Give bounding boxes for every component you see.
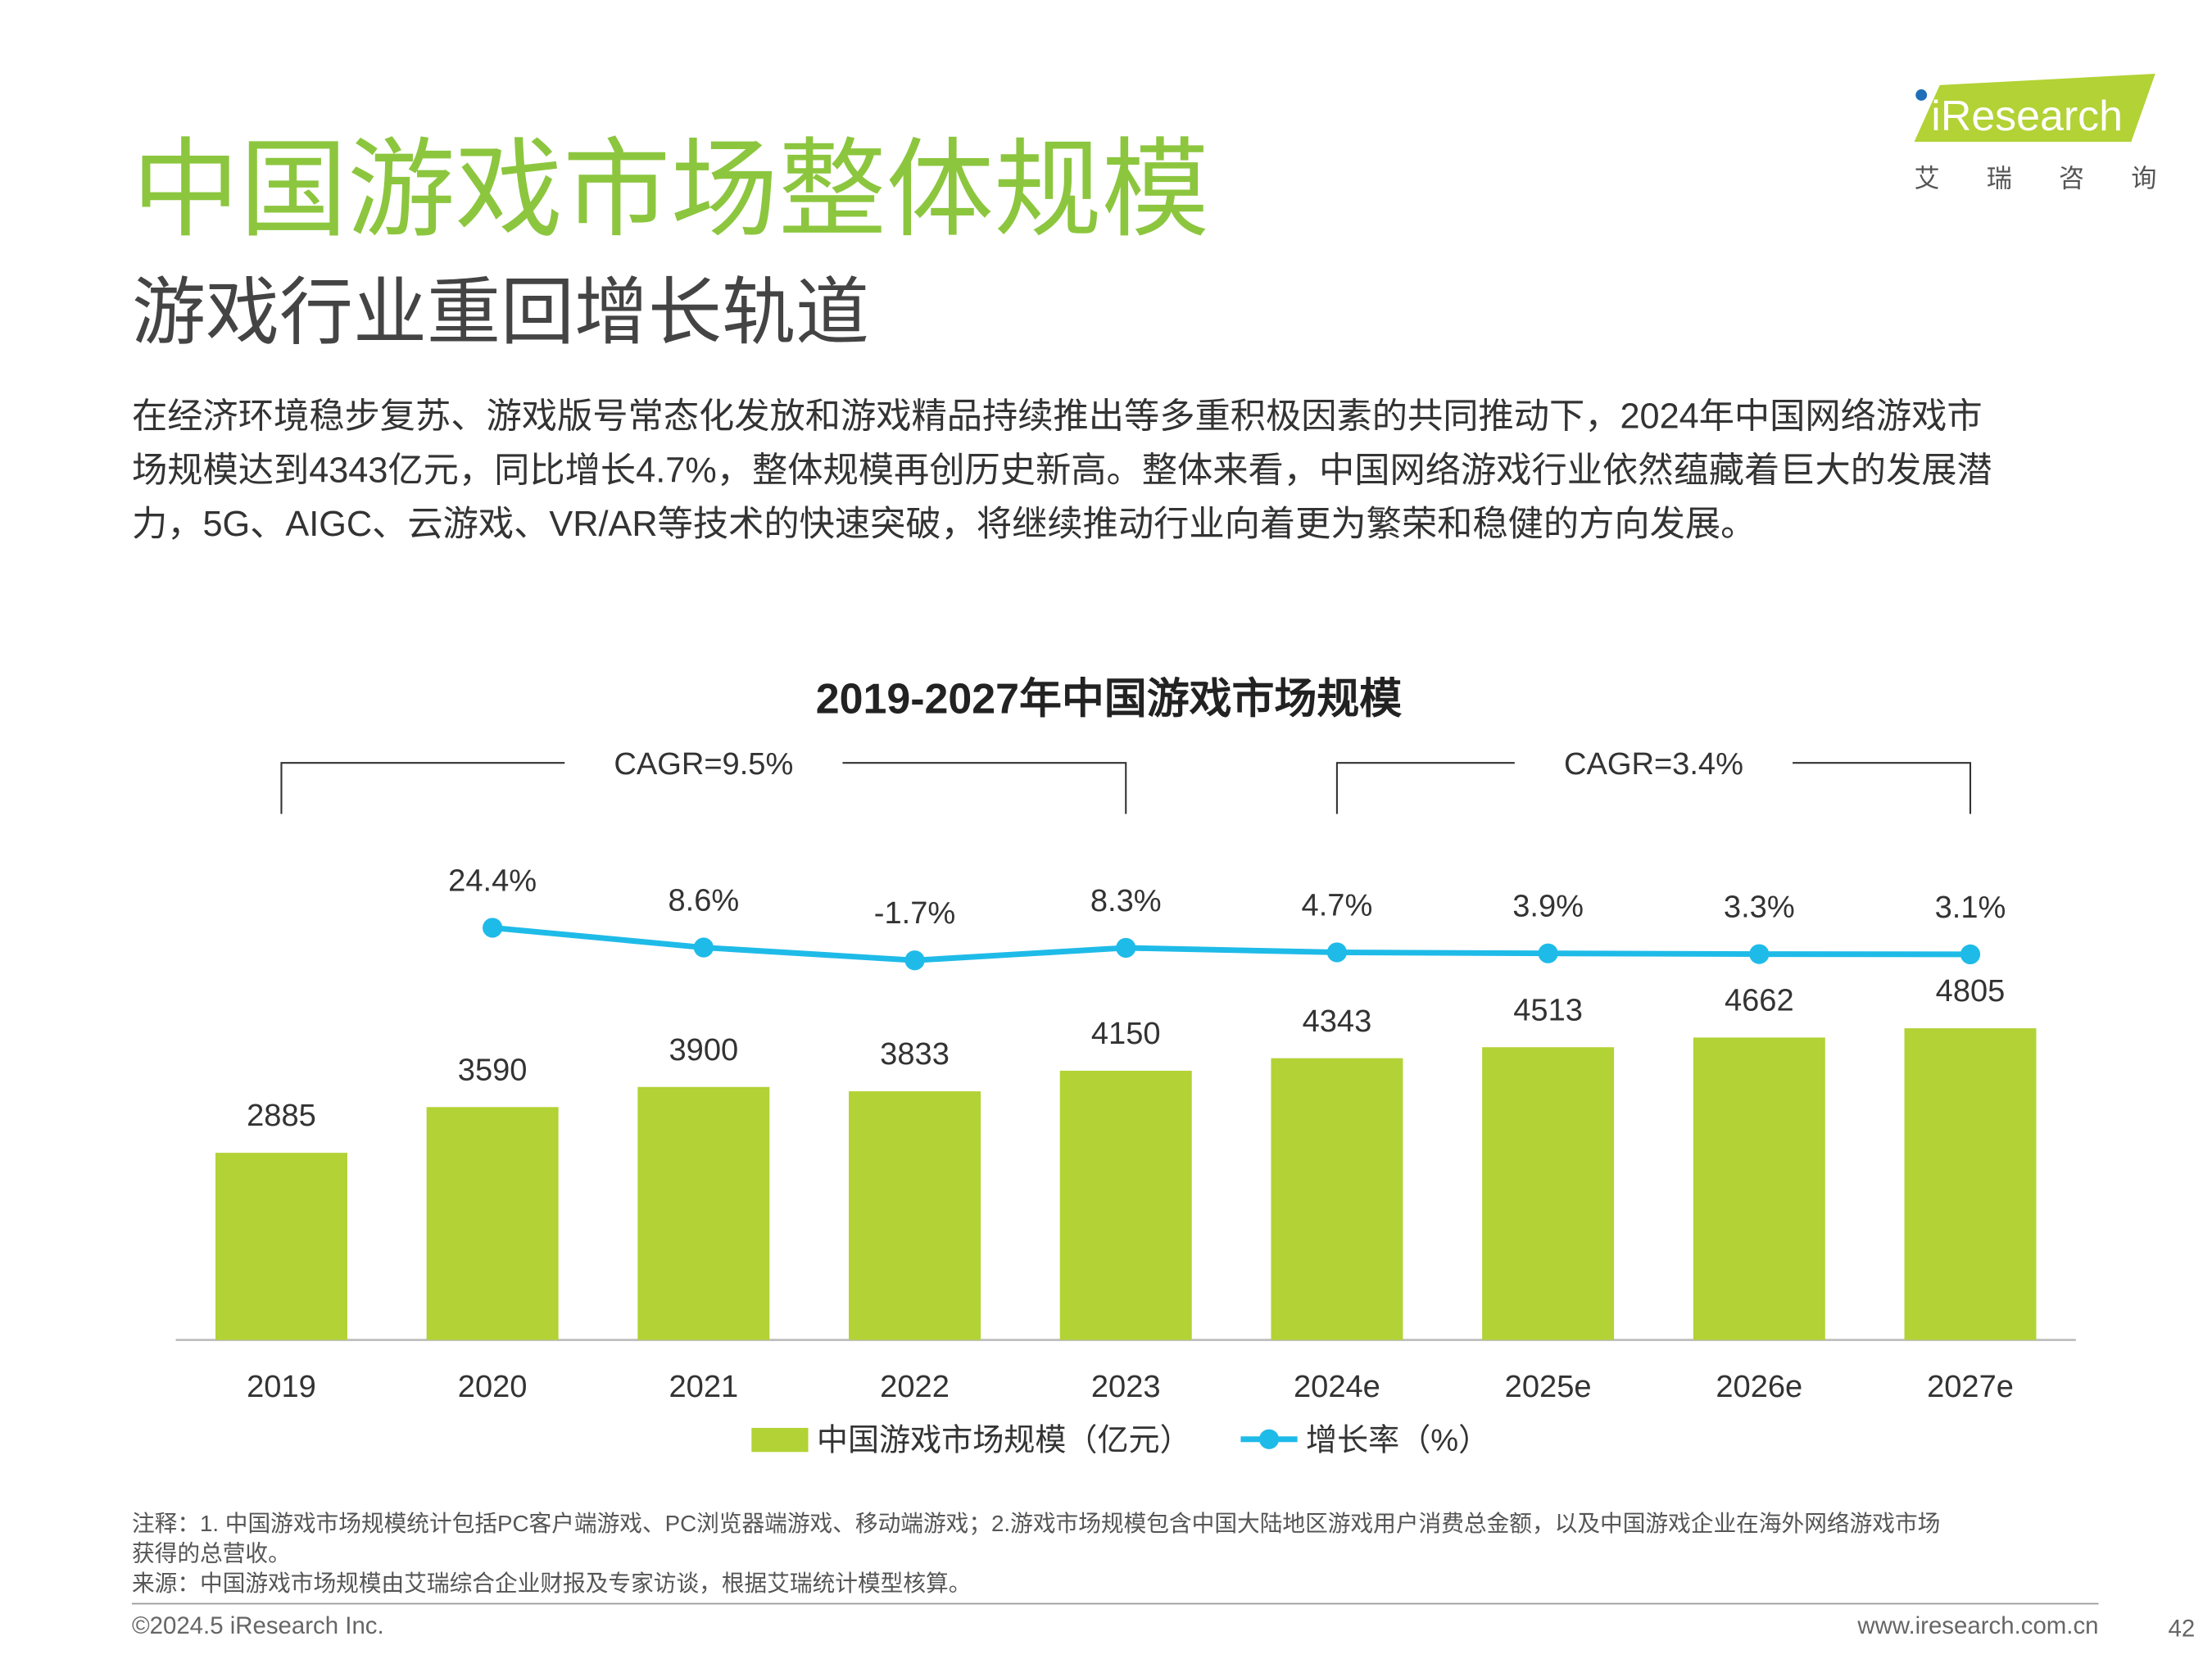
cagr-label: CAGR=9.5% — [614, 747, 793, 782]
cagr-bracket — [280, 762, 1127, 814]
bar-value-label: 3900 — [669, 1033, 739, 1067]
line-point — [1326, 942, 1348, 963]
bar — [1693, 1037, 1825, 1340]
bar-value-label: 3833 — [880, 1037, 950, 1072]
line-point — [483, 918, 503, 938]
line-value-label: 24.4% — [448, 863, 537, 898]
line-point — [1749, 944, 1770, 964]
line-value-label: 3.3% — [1724, 891, 1795, 925]
x-tick-label: 2021 — [669, 1370, 739, 1404]
x-tick-label: 2026e — [1716, 1370, 1802, 1404]
bar — [215, 1153, 347, 1340]
bar — [1059, 1070, 1192, 1340]
website: www.iresearch.com.cn — [1856, 1612, 2098, 1639]
title: 中国游戏市场整体规模 — [132, 129, 1209, 250]
bar — [1904, 1028, 2037, 1340]
line-value-label: 4.7% — [1302, 888, 1373, 922]
cagr-bracket — [1335, 762, 1972, 814]
line-value-label: -1.7% — [874, 896, 955, 931]
bar-value-label: 3590 — [458, 1053, 528, 1087]
bar-value-label: 4805 — [1936, 974, 2006, 1009]
legend-swatch — [751, 1427, 809, 1453]
bar-value-label: 4662 — [1725, 984, 1794, 1018]
logo-dot — [1915, 89, 1928, 101]
bar — [1271, 1058, 1403, 1340]
bar — [637, 1086, 770, 1340]
note-line: 注释：1. 中国游戏市场规模统计包括PC客户端游戏、PC浏览器端游戏、移动端游戏… — [132, 1511, 1940, 1536]
logo-name: iResearch — [1931, 93, 2123, 140]
line-point — [1960, 944, 1981, 965]
line-point — [693, 937, 714, 958]
bar — [1482, 1047, 1615, 1340]
x-tick-label: 2023 — [1091, 1370, 1161, 1404]
x-tick-label: 2024e — [1294, 1370, 1380, 1404]
logo-badge — [1914, 74, 2155, 143]
legend-swatch-dot — [1258, 1429, 1280, 1449]
x-tick-label: 2027e — [1927, 1370, 2014, 1404]
x-tick-label: 2025e — [1505, 1370, 1592, 1404]
bar-value-label: 4513 — [1513, 993, 1583, 1027]
legend-label: 增长率（%） — [1306, 1424, 1489, 1458]
paragraph-line: 场规模达到4343亿元，同比增长4.7%，整体规模再创历史新高。整体来看，中国网… — [132, 451, 1992, 490]
line — [492, 925, 1971, 963]
bar — [426, 1107, 559, 1340]
paragraph-line: 在经济环境稳步复苏、游戏版号常态化发放和游戏精品持续推出等多重积极因素的共同推动… — [132, 397, 1983, 437]
bar — [849, 1091, 981, 1340]
note-line: 来源：中国游戏市场规模由艾瑞综合企业财报及专家访谈，根据艾瑞统计模型核算。 — [132, 1571, 971, 1596]
x-tick-label: 2019 — [247, 1370, 316, 1404]
page-number: 42 — [2169, 1615, 2196, 1642]
line-value-label: 3.1% — [1935, 891, 2006, 925]
x-tick-label: 2022 — [880, 1370, 950, 1404]
logo-tagline: 艾瑞咨询 — [1915, 164, 2204, 193]
line-point — [904, 950, 925, 971]
copyright: ©2024.5 iResearch Inc. — [132, 1612, 384, 1639]
note-line: 获得的总营收。 — [132, 1541, 291, 1566]
paragraph-line: 力，5G、AIGC、云游戏、VR/AR等技术的快速突破，将继续推动行业向着更为繁… — [132, 505, 1756, 544]
x-tick-label: 2020 — [458, 1370, 528, 1404]
chart-title: 2019-2027年中国游戏市场规模 — [816, 676, 1402, 723]
legend-label: 中国游戏市场规模（亿元） — [817, 1424, 1191, 1458]
bar-value-label: 4343 — [1303, 1004, 1372, 1039]
line-point — [1538, 943, 1558, 963]
line-value-label: 8.6% — [668, 884, 739, 918]
bar-value-label: 2885 — [247, 1099, 316, 1133]
cagr-label: CAGR=3.4% — [1564, 747, 1743, 782]
bar-value-label: 4150 — [1091, 1017, 1161, 1051]
line-point — [1116, 937, 1136, 959]
line-value-label: 8.3% — [1090, 884, 1162, 918]
line-value-label: 3.9% — [1512, 890, 1584, 924]
chart: 2019 2020 2021 2022 2023 2024e 2025e 2026e 2027e… — [175, 747, 2076, 1458]
subtitle: 游戏行业重回增长轨道 — [132, 272, 869, 354]
